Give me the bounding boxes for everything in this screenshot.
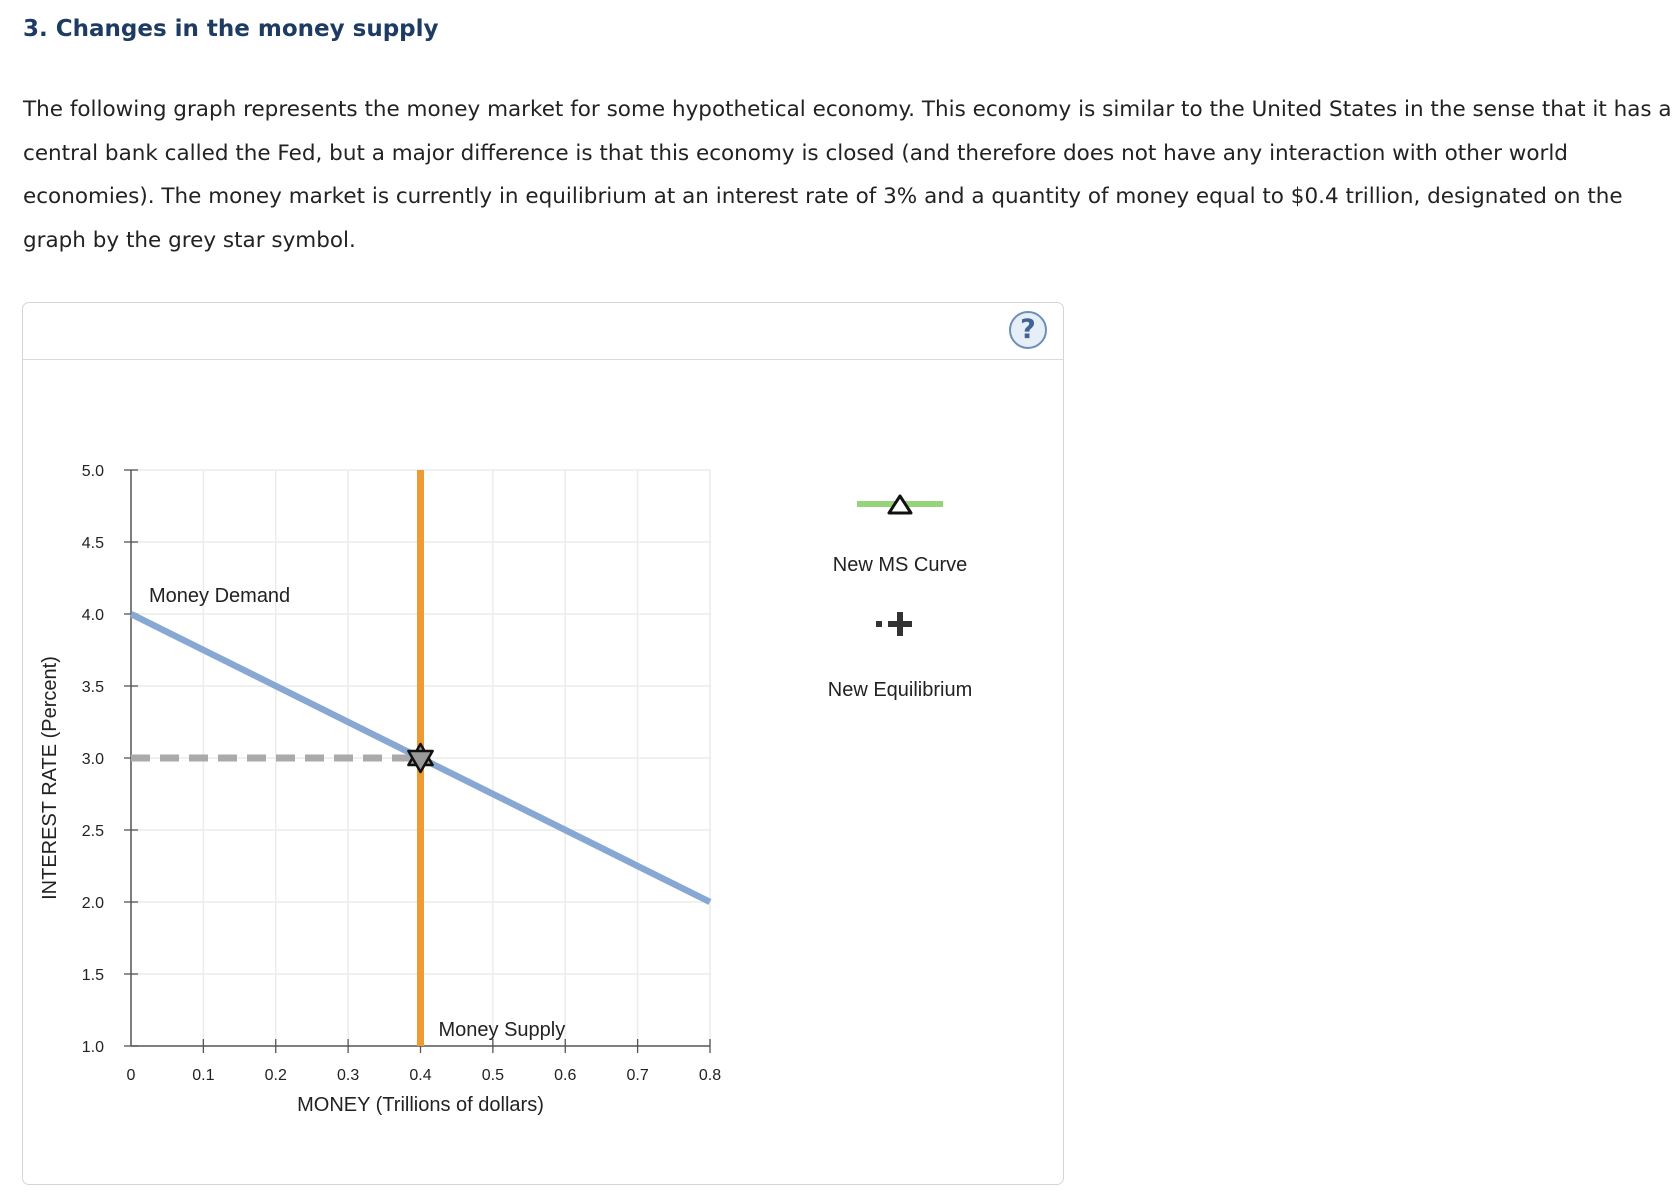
new-equilibrium-dash-icon[interactable] (876, 621, 882, 627)
question-heading: 3. Changes in the money supply (23, 16, 439, 42)
money-demand-label: Money Demand (149, 585, 290, 607)
graph-panel: ? 1.0 1.5 2.0 2.5 3.0 3.5 4.0 4.5 5.0 0 0.1 0.2 0.3 0… (22, 302, 1064, 1185)
panel-header: ? (23, 303, 1063, 360)
x-tick-label: 0.6 (554, 1067, 576, 1084)
money-supply-label: Money Supply (439, 1019, 566, 1041)
new-equilibrium-plus-icon[interactable] (897, 612, 903, 636)
y-tick-label: 4.5 (82, 535, 104, 552)
y-tick-label: 3.0 (82, 751, 104, 768)
y-tick-label: 1.5 (82, 967, 104, 984)
x-tick-label: 0.3 (337, 1067, 359, 1084)
x-tick-label: 0.4 (409, 1067, 431, 1084)
help-button[interactable]: ? (1009, 311, 1047, 349)
legend-new-equilibrium: New Equilibrium (828, 679, 973, 701)
equilibrium-star-marker[interactable] (407, 749, 434, 774)
y-tick-label: 5.0 (82, 463, 104, 480)
y-tick-label: 1.0 (82, 1039, 104, 1056)
new-ms-triangle-icon[interactable] (887, 494, 913, 515)
y-tick-label: 2.0 (82, 895, 104, 912)
y-tick-label: 3.5 (82, 679, 104, 696)
question-intro: The following graph represents the money… (23, 97, 1672, 253)
x-tick-label: 0 (127, 1067, 136, 1084)
y-axis-label: INTEREST RATE (Percent) (39, 656, 61, 900)
y-tick-label: 2.5 (82, 823, 104, 840)
money-market-chart: 1.0 1.5 2.0 2.5 3.0 3.5 4.0 4.5 5.0 0 0.1 0.2 0.3 0.4… (39, 463, 973, 1116)
x-tick-label: 0.5 (482, 1067, 504, 1084)
x-axis-label: MONEY (Trillions of dollars) (297, 1094, 544, 1116)
x-tick-label: 0.2 (265, 1067, 287, 1084)
x-tick-label: 0.1 (192, 1067, 214, 1084)
legend-new-ms-curve: New MS Curve (833, 554, 967, 576)
y-tick-label: 4.0 (82, 607, 104, 624)
x-tick-label: 0.7 (627, 1067, 649, 1084)
x-tick-label: 0.8 (699, 1067, 721, 1084)
